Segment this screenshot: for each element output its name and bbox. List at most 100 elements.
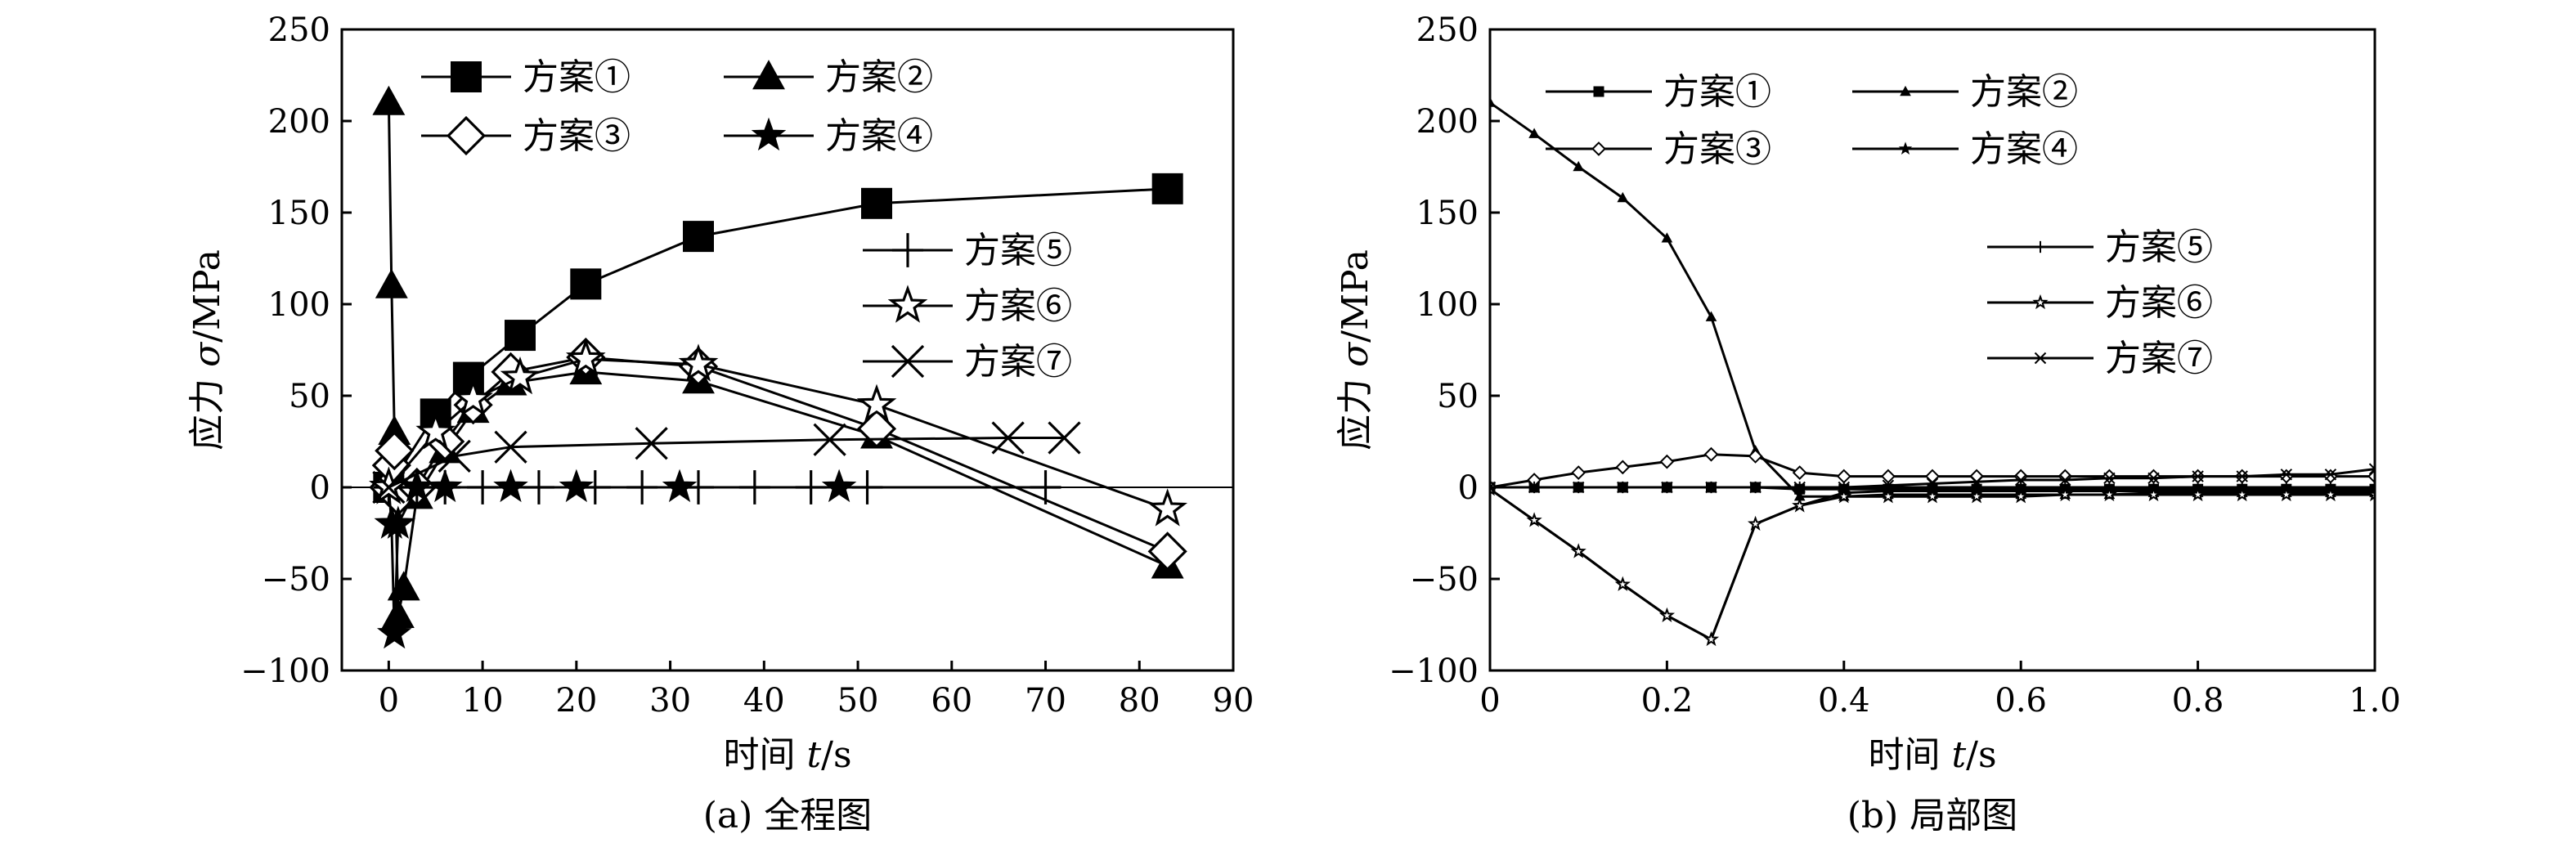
legend-label: 方案⑥ <box>2105 282 2213 324</box>
marker-diamond <box>1659 454 1675 469</box>
x-tick-label: 20 <box>555 682 597 720</box>
y-axis-label-part: σ <box>1335 341 1376 367</box>
y-axis-label: 应力 σ/MPa <box>1335 249 1376 451</box>
marker-square <box>1593 86 1604 97</box>
marker-star-open <box>2367 486 2375 502</box>
series-line <box>1490 487 2375 642</box>
marker-x-b <box>2014 473 2027 487</box>
x-axis-label-part: t <box>806 734 821 776</box>
marker-triangle <box>375 268 408 298</box>
marker-star-filled <box>493 469 528 503</box>
legend-item: 方案⑤ <box>1987 226 2213 268</box>
marker-star-open <box>415 411 456 450</box>
x-tick-label: 80 <box>1119 682 1160 720</box>
marker-x-a <box>2368 463 2375 471</box>
marker-star-open <box>1147 488 1188 527</box>
series-5 <box>373 470 1061 504</box>
marker-star-open <box>1614 576 1631 591</box>
marker-diamond <box>2367 469 2375 484</box>
marker-star-open <box>2189 486 2206 502</box>
x-tick-label: 0 <box>1479 682 1500 720</box>
y-tick-label: 0 <box>310 469 330 507</box>
marker-x-a <box>1490 486 1497 494</box>
marker-triangle <box>1705 311 1717 321</box>
marker-triangle <box>372 85 406 115</box>
marker-x-b <box>494 430 527 464</box>
marker-x-b <box>1926 478 1939 490</box>
legend-item: 方案⑦ <box>1987 338 2213 379</box>
y-tick-label: −100 <box>1389 652 1479 690</box>
y-tick-label: 150 <box>268 195 330 232</box>
x-axis-label-part: /s <box>821 734 851 776</box>
marker-x-b <box>2192 470 2204 482</box>
marker-square <box>1151 173 1183 204</box>
y-tick-label: −100 <box>240 652 330 690</box>
x-axis-label-part: 时间 <box>723 734 806 776</box>
series-2 <box>1490 96 2375 501</box>
legend-label: 方案① <box>523 56 631 98</box>
legend-item: 方案④ <box>1852 128 2078 170</box>
marker-x-b <box>813 423 846 456</box>
x-tick-label: 50 <box>837 682 879 720</box>
marker-star-filled <box>376 615 412 649</box>
legend-item: 方案② <box>1852 71 2078 113</box>
marker-triangle <box>1528 128 1540 138</box>
marker-diamond <box>2102 469 2117 484</box>
x-tick-label: 0 <box>379 682 399 720</box>
marker-star-open <box>1880 488 1896 504</box>
marker-star-open <box>1658 607 1676 622</box>
marker-x-b <box>2059 473 2071 487</box>
marker-star-open <box>2057 486 2073 502</box>
marker-star-open <box>2278 486 2295 502</box>
marker-triangle <box>752 60 785 90</box>
series-1 <box>373 173 1183 503</box>
y-axis-label-part: 应力 <box>1335 367 1376 451</box>
x-tick-label: 10 <box>462 682 504 720</box>
legend-label: 方案⑥ <box>964 285 1072 327</box>
x-tick-label: 90 <box>1213 682 1254 720</box>
marker-x-b <box>2368 468 2375 475</box>
marker-x-b <box>1793 481 1806 494</box>
y-tick-label: 100 <box>268 286 330 324</box>
legend-item: 方案① <box>421 56 631 98</box>
marker-star-open <box>2101 486 2118 502</box>
y-tick-label: 200 <box>268 103 330 141</box>
marker-x-b <box>2236 470 2248 482</box>
marker-star-open <box>1747 515 1764 531</box>
marker-star-open <box>1924 488 1941 504</box>
marker-x-b <box>1882 479 1895 491</box>
x-axis-label-part: /s <box>1966 734 1996 776</box>
marker-star-open <box>1968 488 1985 504</box>
marker-x-b <box>372 470 406 504</box>
x-tick-label: 0.2 <box>1641 682 1694 720</box>
marker-star-open <box>856 383 897 422</box>
marker-triangle <box>1573 160 1585 172</box>
marker-diamond <box>1792 465 1807 480</box>
marker-star-open <box>2013 488 2029 504</box>
marker-star-open <box>500 357 541 395</box>
series-7 <box>1490 463 2375 494</box>
marker-x-b <box>635 427 668 460</box>
legend-label: 方案① <box>1663 71 1771 113</box>
x-axis-label-part: t <box>1951 734 1966 776</box>
marker-diamond <box>1836 469 1851 484</box>
x-axis-label: 时间 t/s <box>1868 734 1996 776</box>
marker-star-filled <box>1898 141 1913 155</box>
marker-star-open <box>2032 294 2049 310</box>
y-tick-label: 100 <box>1416 286 1479 324</box>
marker-diamond <box>1571 465 1586 480</box>
x-axis-label-part: 时间 <box>1868 734 1951 776</box>
series-4 <box>1490 482 2375 645</box>
series-line <box>1490 487 2375 642</box>
marker-star-open <box>1792 497 1808 513</box>
marker-triangle <box>378 415 411 445</box>
marker-square <box>861 187 892 219</box>
series-6 <box>1490 481 2375 647</box>
chart-panel-a: 0 10 20 30 40 50 60 70 80 90 −100 −50 0 50 100 150 200 25… <box>186 11 1254 836</box>
y-tick-label: 50 <box>289 378 330 415</box>
marker-star-open <box>2234 486 2251 502</box>
marker-triangle <box>381 598 415 628</box>
legend-label: 方案④ <box>1970 128 2078 170</box>
legend-label: 方案⑦ <box>2105 338 2213 379</box>
